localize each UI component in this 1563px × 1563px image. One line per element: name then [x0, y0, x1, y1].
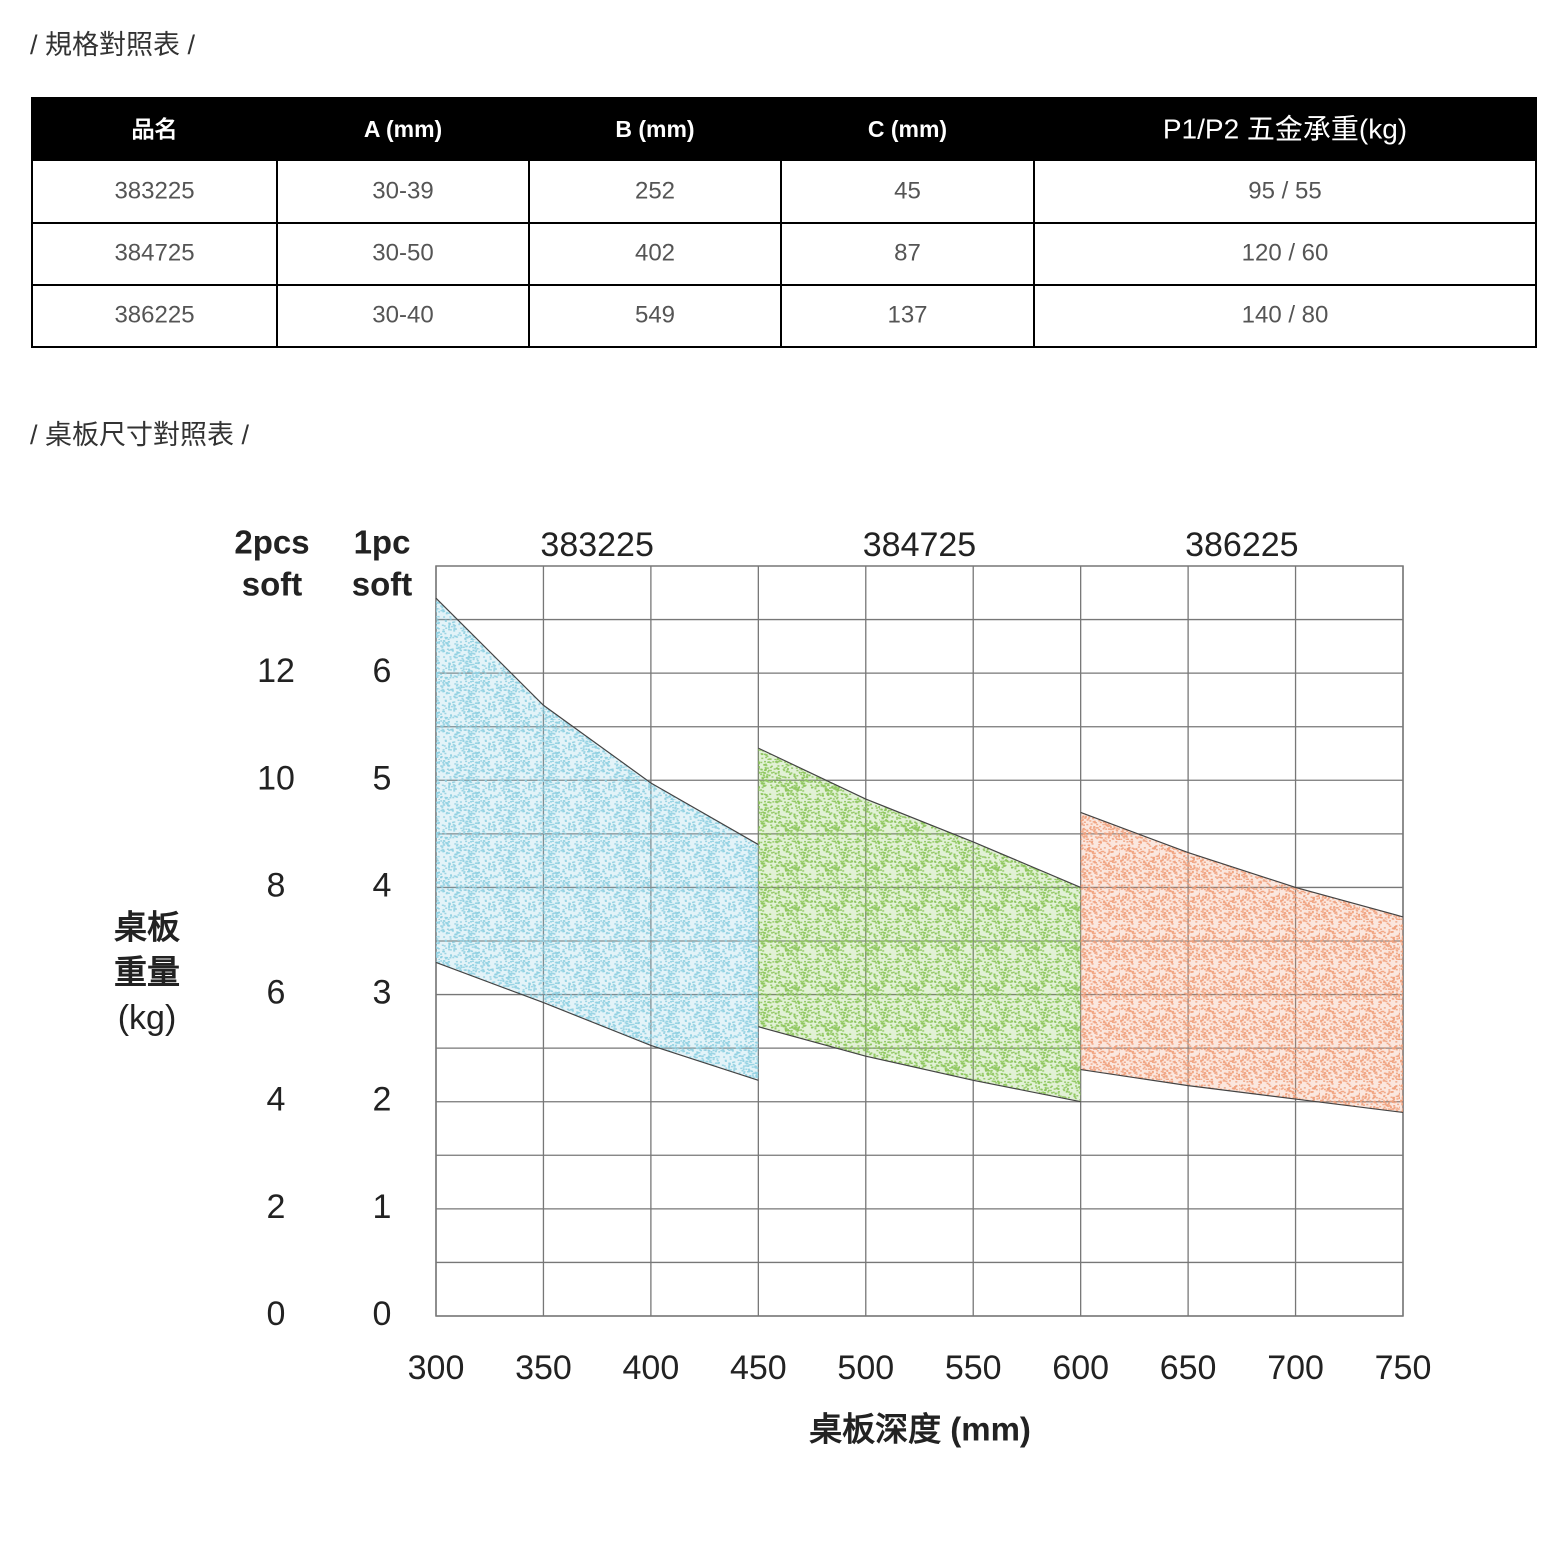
table-cell: 137 — [887, 301, 927, 328]
table-cell: 549 — [635, 301, 675, 328]
x-axis-label: 桌板深度 (mm) — [809, 1411, 1031, 1448]
table-header: P1/P2 五金承重(kg) — [1163, 113, 1407, 144]
x-tick-label: 350 — [515, 1349, 572, 1387]
table-cell: 140 / 80 — [1242, 301, 1329, 328]
band — [1080, 812, 1403, 1113]
y-axis-label: (kg) — [118, 999, 177, 1037]
series-name: 383225 — [540, 526, 653, 564]
y-tick-label: 10 — [257, 759, 295, 797]
x-tick-label: 550 — [945, 1349, 1002, 1387]
y2-tick-label: 0 — [373, 1295, 392, 1333]
y-tick-label: 4 — [267, 1081, 286, 1119]
table-cell: 120 / 60 — [1242, 239, 1329, 266]
table-header: 品名 — [132, 116, 178, 142]
table-cell: 384725 — [114, 239, 194, 266]
y2-tick-label: 3 — [373, 974, 392, 1012]
band-edge — [1080, 811, 1404, 918]
x-tick-label: 650 — [1160, 1349, 1217, 1387]
band — [436, 598, 759, 1081]
y2-axis-header: 1pc — [354, 524, 411, 561]
x-tick-label: 500 — [837, 1349, 894, 1387]
y2-tick-label: 6 — [373, 652, 392, 690]
band-edge — [435, 961, 759, 1081]
y-tick-label: 6 — [267, 974, 286, 1012]
table-cell: 30-50 — [372, 239, 433, 266]
y2-tick-label: 5 — [373, 759, 392, 797]
table-cell: 30-39 — [372, 177, 433, 204]
y-axis-label: 重量 — [114, 954, 180, 991]
x-tick-label: 600 — [1052, 1349, 1109, 1387]
table-cell: 383225 — [114, 177, 194, 204]
table-header: A (mm) — [364, 116, 442, 142]
y2-tick-label: 1 — [373, 1188, 392, 1226]
table-header-bg — [32, 98, 1536, 161]
table-cell: 30-40 — [372, 301, 433, 328]
band-edge — [758, 1026, 1081, 1103]
table-cell: 402 — [635, 239, 675, 266]
table-header: B (mm) — [615, 116, 694, 142]
table-cell: 95 / 55 — [1248, 177, 1321, 204]
band-edge — [1080, 1068, 1404, 1114]
band — [758, 748, 1081, 1102]
y-tick-label: 12 — [257, 652, 295, 690]
series-name: 384725 — [863, 526, 976, 564]
y-axis-label: 桌板 — [114, 909, 180, 946]
table-cell: 386225 — [114, 301, 194, 328]
x-tick-label: 700 — [1267, 1349, 1324, 1387]
table-header: C (mm) — [868, 116, 947, 142]
section-title: / 桌板尺寸對照表 / — [30, 420, 250, 450]
x-tick-label: 450 — [730, 1349, 787, 1387]
table: 品名 A (mm) B (mm) C (mm) P1/P2 五金承重(kg) 383225… — [32, 113, 1536, 347]
section-title: / 規格對照表 / — [30, 30, 196, 60]
band-edge — [758, 747, 1081, 888]
x-tick-label: 400 — [623, 1349, 680, 1387]
y-tick-label: 2 — [267, 1188, 286, 1226]
y2-axis-header: soft — [352, 566, 413, 603]
x-tick-label: 300 — [408, 1349, 465, 1387]
x-tick-label: 750 — [1375, 1349, 1432, 1387]
y-axis-header: soft — [242, 566, 303, 603]
table-cell: 87 — [894, 239, 921, 266]
series-name: 386225 — [1185, 526, 1298, 564]
y-axis-header: 2pcs — [234, 524, 309, 561]
table-cell: 45 — [894, 177, 921, 204]
y-tick-label: 0 — [267, 1295, 286, 1333]
y-tick-label: 8 — [267, 866, 286, 904]
y2-tick-label: 2 — [373, 1081, 392, 1119]
band-edge — [435, 597, 759, 846]
table-cell: 252 — [635, 177, 675, 204]
y2-tick-label: 4 — [373, 866, 392, 904]
